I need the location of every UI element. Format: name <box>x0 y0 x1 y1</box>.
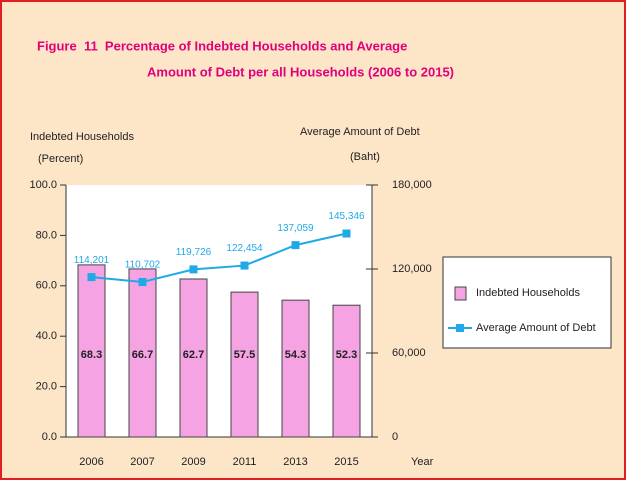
y2-tick-label: 180,000 <box>392 179 432 191</box>
chart-title: Figure 11 Percentage of Indebted Househo… <box>37 38 407 53</box>
x-tick-label: 2011 <box>233 456 257 468</box>
bar <box>179 278 208 438</box>
y-tick-label: 100.0 <box>29 179 57 191</box>
x-tick-label: 2015 <box>334 456 358 468</box>
bar <box>77 264 106 438</box>
line-value-label: 114,201 <box>74 255 110 266</box>
bar-value-label: 54.3 <box>285 349 306 361</box>
line <box>91 232 347 284</box>
y2-tick-label: 60,000 <box>392 347 426 359</box>
line-value-label: 119,726 <box>176 247 212 258</box>
y-tick-label: 0.0 <box>42 431 57 443</box>
legend-swatch <box>456 324 464 332</box>
line-value-label: 137,059 <box>277 223 314 234</box>
line-value-label: 145,346 <box>328 211 365 222</box>
x-tick-label: 2007 <box>130 456 154 468</box>
y2-axis-label: (Baht) <box>350 151 380 163</box>
line-marker <box>138 278 147 287</box>
y-axis-label: (Percent) <box>38 153 83 165</box>
legend-swatch <box>454 286 467 301</box>
y2-axis-label: Average Amount of Debt <box>300 126 420 138</box>
line-marker <box>87 273 96 282</box>
line-marker <box>342 229 351 238</box>
y2-tick-label: 120,000 <box>392 263 432 275</box>
bar-value-label: 62.7 <box>183 349 204 361</box>
x-axis-label: Year <box>411 456 434 468</box>
x-tick-label: 2006 <box>79 456 103 468</box>
y-tick-label: 80.0 <box>36 229 57 241</box>
y-axis-label: Indebted Households <box>30 131 134 143</box>
line-marker <box>291 241 300 250</box>
y-tick-label: 20.0 <box>36 381 57 393</box>
x-tick-label: 2013 <box>283 456 307 468</box>
y2-tick-label: 0 <box>392 431 398 443</box>
chart-title: Amount of Debt per all Households (2006 … <box>147 64 454 79</box>
bar <box>230 291 259 438</box>
legend <box>442 256 612 349</box>
plot-area <box>66 185 372 437</box>
bar <box>332 304 361 438</box>
bar-value-label: 66.7 <box>132 349 153 361</box>
y-tick-label: 40.0 <box>36 330 57 342</box>
line-marker <box>240 261 249 270</box>
line-value-label: 122,454 <box>226 243 263 254</box>
legend-label: Average Amount of Debt <box>476 322 596 334</box>
bar-value-label: 57.5 <box>234 349 255 361</box>
y-tick-label: 60.0 <box>36 280 57 292</box>
bar-value-label: 68.3 <box>81 349 102 361</box>
bar <box>281 299 310 438</box>
line-value-label: 110,702 <box>125 260 161 271</box>
x-tick-label: 2009 <box>181 456 205 468</box>
bar <box>128 268 157 438</box>
bar-value-label: 52.3 <box>336 349 357 361</box>
legend-label: Indebted Households <box>476 287 580 299</box>
line-marker <box>189 265 198 274</box>
